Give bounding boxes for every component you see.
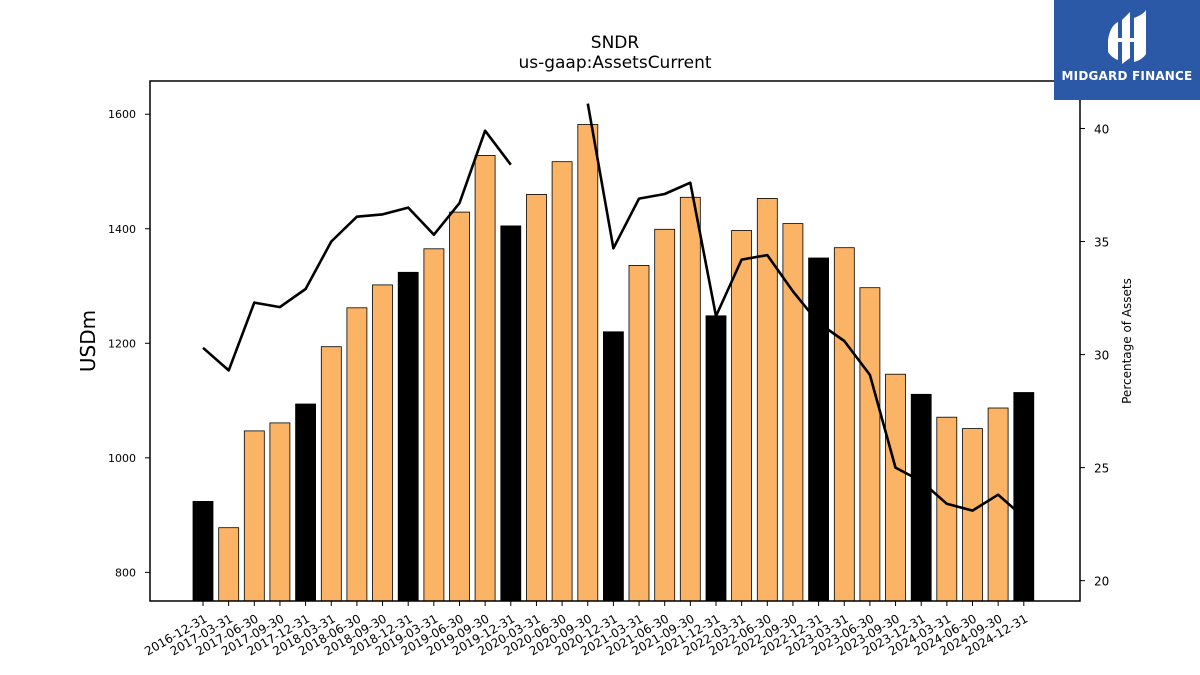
bars-group: [192, 124, 1035, 602]
y2-tick-label: 25: [1094, 462, 1109, 476]
percentage-line: [202, 103, 1025, 519]
bar: [833, 247, 855, 602]
y-tick-label: 1600: [108, 108, 136, 121]
brand-name: MIDGARD FINANCE: [1061, 69, 1193, 83]
bar: [808, 257, 829, 602]
right-axis: 20 25 30 35 40: [1080, 122, 1109, 589]
y2-tick-label: 40: [1094, 122, 1109, 136]
y2-tick-label: 20: [1094, 575, 1109, 589]
bar: [397, 271, 419, 602]
brand-logo: MIDGARD FINANCE: [1054, 0, 1200, 100]
x-axis: 2016-12-312017-03-312017-06-302017-09-30…: [142, 601, 1030, 658]
y-axis-label: USDm: [76, 310, 100, 372]
bar: [705, 315, 727, 602]
bar: [987, 407, 1009, 602]
bar: [962, 428, 983, 602]
bar: [423, 248, 445, 602]
chart-subtitle: us-gaap:AssetsCurrent: [518, 53, 711, 73]
bar: [320, 346, 342, 602]
bar: [910, 393, 932, 602]
bar: [603, 331, 624, 602]
bar: [577, 124, 599, 602]
bar: [526, 193, 547, 602]
bar: [628, 264, 650, 602]
bar: [269, 422, 291, 602]
bar: [756, 197, 778, 602]
bar: [192, 500, 214, 602]
bar: [295, 403, 317, 602]
plot-frame: [149, 80, 1081, 602]
bar: [1013, 392, 1035, 602]
bar: [500, 225, 522, 602]
bar: [885, 373, 906, 602]
y2-tick-label: 35: [1094, 236, 1109, 250]
bar: [859, 287, 881, 602]
bar: [654, 228, 676, 602]
bar: [243, 430, 265, 602]
left-axis: 800 1000 1200 1400 1600: [108, 108, 150, 579]
y-tick-label: 1400: [108, 223, 136, 236]
midgard-logo-icon: [1108, 10, 1146, 64]
chart-title: SNDR: [591, 33, 640, 53]
y-tick-label: 800: [115, 566, 136, 579]
y2-tick-label: 30: [1094, 349, 1109, 363]
bar: [936, 416, 958, 602]
bar: [346, 307, 368, 602]
bar: [449, 211, 470, 602]
y-tick-label: 1200: [108, 337, 136, 350]
bar: [731, 230, 752, 602]
bar: [679, 196, 701, 602]
line-layer: [202, 103, 1025, 519]
bar: [372, 284, 393, 602]
bar: [551, 161, 573, 602]
y-tick-label: 1000: [108, 452, 136, 465]
bar: [218, 527, 240, 602]
bar: [474, 154, 496, 602]
y2-axis-label: Percentage of Assets: [1120, 278, 1134, 404]
